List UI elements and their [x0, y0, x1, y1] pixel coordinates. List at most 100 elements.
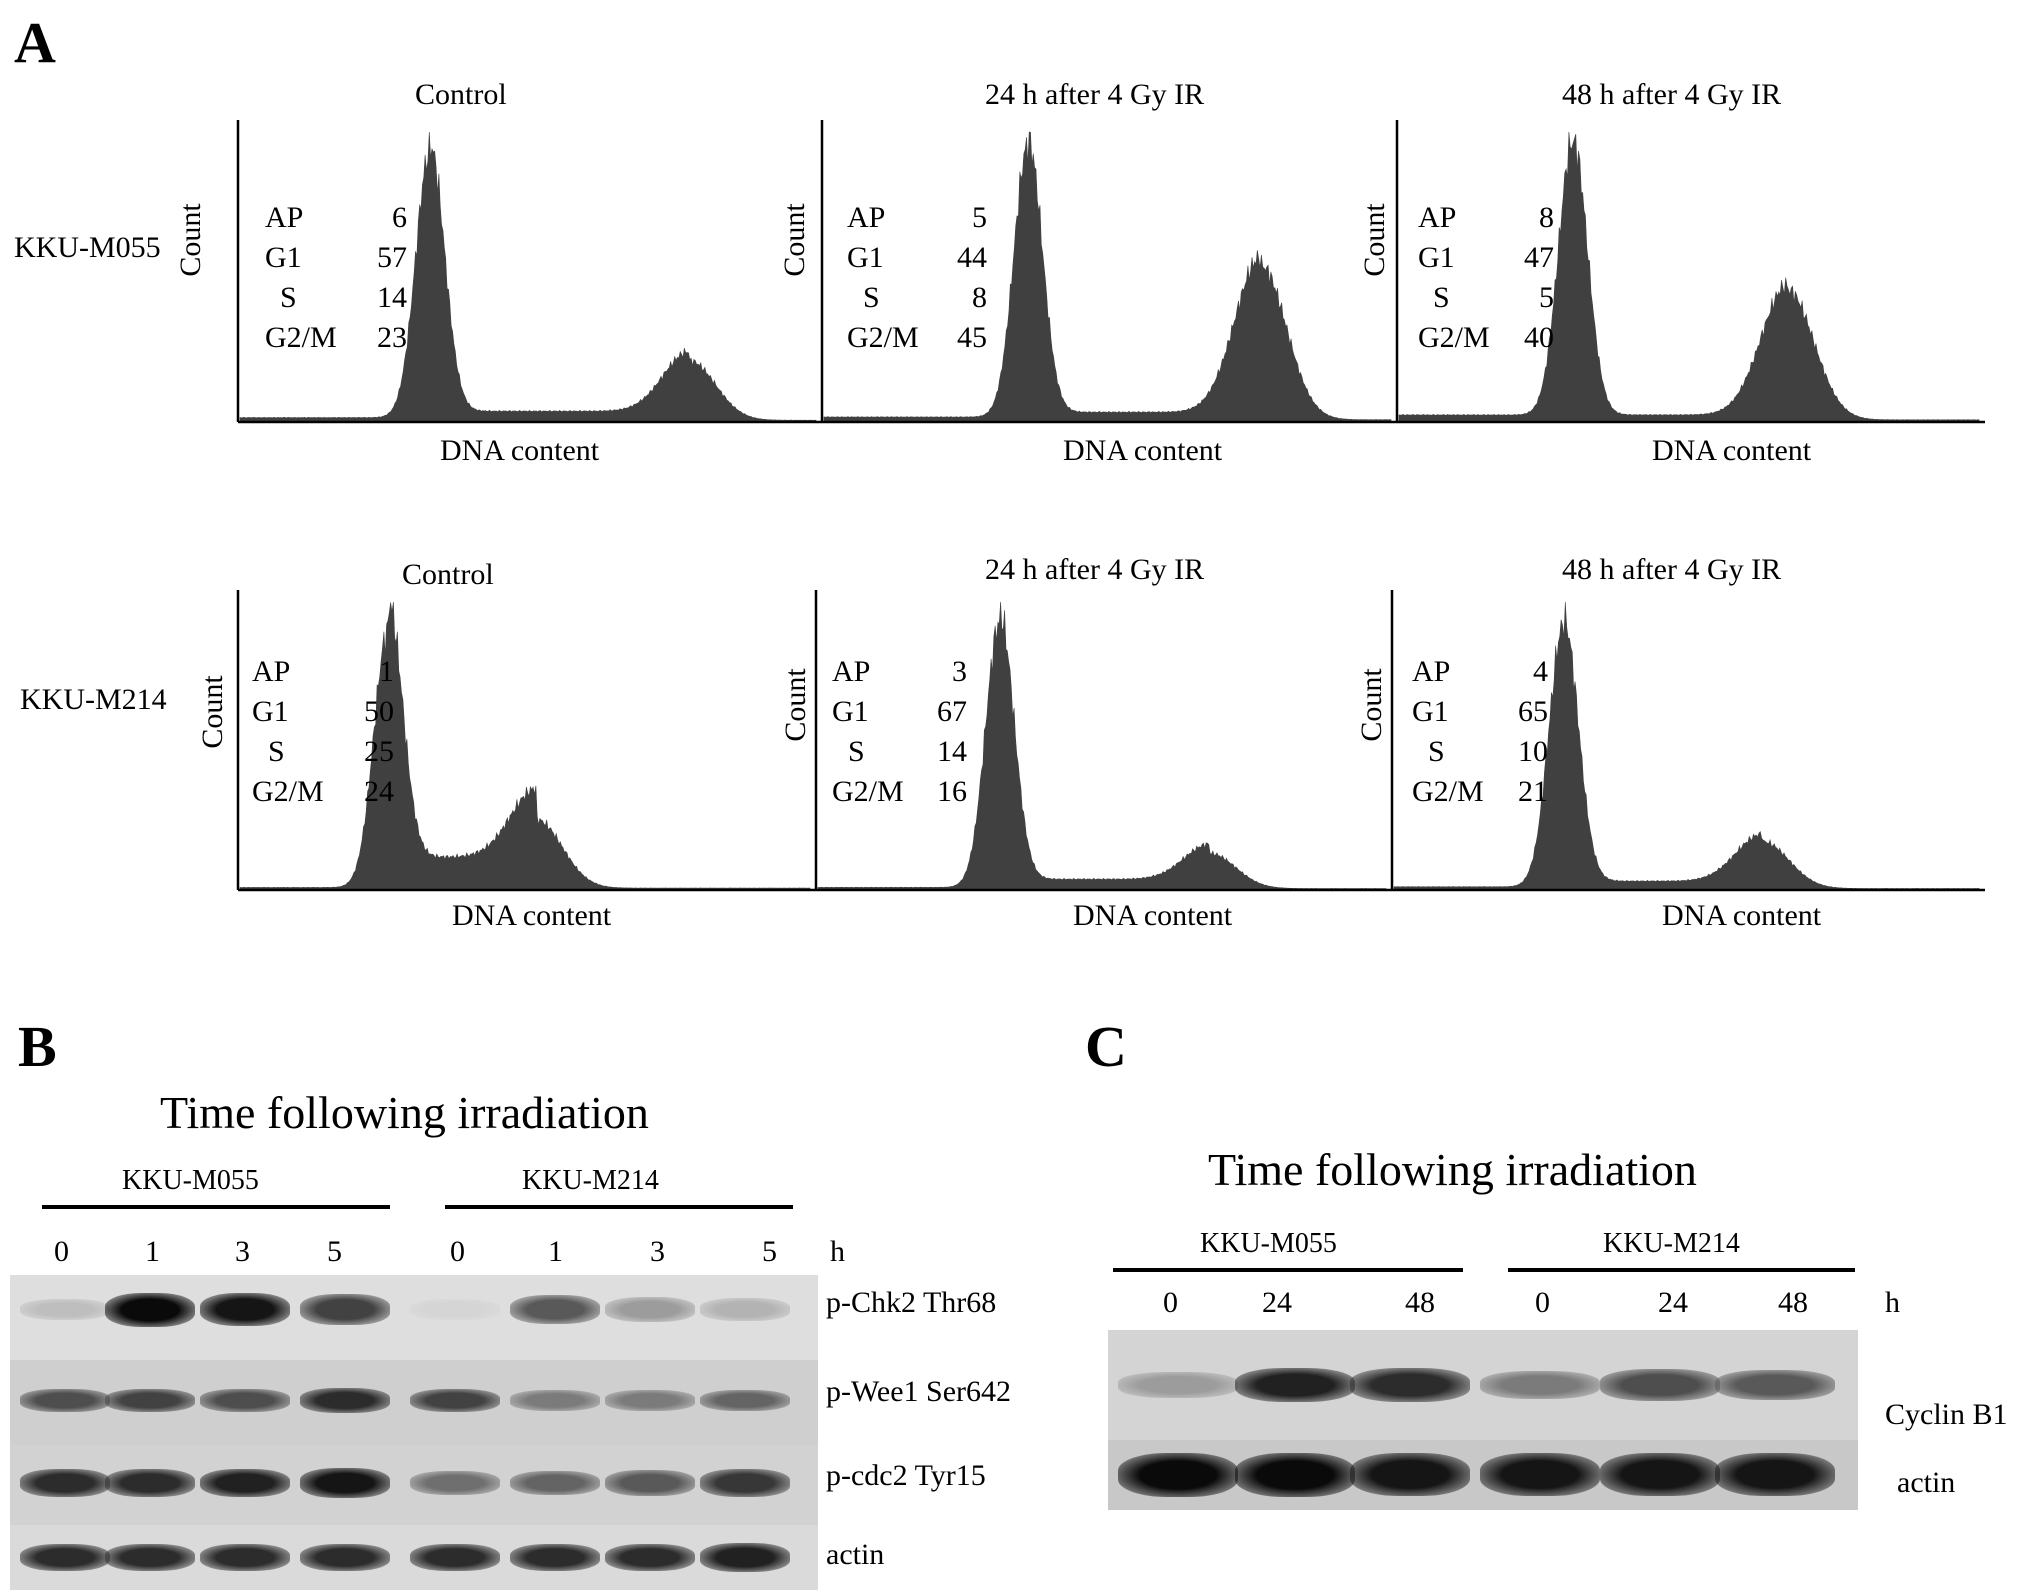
y-axis-label: Count	[1355, 668, 1388, 742]
phase-label-g1: G1	[1418, 241, 1455, 274]
blot-b-unit: h	[830, 1235, 845, 1268]
phase-value: 47	[1524, 241, 1554, 274]
blot-b-band	[605, 1297, 695, 1322]
phase-value: 67	[937, 695, 967, 728]
phase-label-s: S	[268, 735, 285, 768]
blot-b-band	[700, 1543, 790, 1572]
blot-c-timepoint: 0	[1163, 1286, 1178, 1319]
blot-c-band-label: Cyclin B1	[1885, 1398, 2008, 1431]
blot-b-band	[510, 1543, 600, 1572]
blot-b-band	[700, 1298, 790, 1321]
phase-label-g2m: G2/M	[252, 775, 324, 808]
blot-b-title: Time following irradiation	[160, 1087, 649, 1138]
blot-b-band	[105, 1543, 195, 1572]
row-label-kku-m055: KKU-M055	[14, 231, 161, 264]
blot-c-timepoint: 48	[1405, 1286, 1435, 1319]
y-axis-label: Count	[778, 203, 811, 277]
x-axis-label: DNA content	[1073, 899, 1233, 932]
phase-value: 57	[377, 241, 407, 274]
blot-c-band	[1235, 1453, 1355, 1497]
hist-title: 48 h after 4 Gy IR	[1562, 553, 1782, 586]
phase-value: 65	[1518, 695, 1548, 728]
phase-value: 44	[957, 241, 987, 274]
blot-b-timepoint: 1	[145, 1235, 160, 1268]
y-axis-label: Count	[1358, 203, 1391, 277]
blot-b-band	[510, 1390, 600, 1411]
y-axis-label: Count	[779, 668, 812, 742]
blot-b-timepoint: 0	[450, 1235, 465, 1268]
hist-title: 24 h after 4 Gy IR	[985, 553, 1205, 586]
phase-value: 3	[952, 655, 967, 688]
blot-b-band	[700, 1389, 790, 1412]
phase-label-g1: G1	[252, 695, 289, 728]
phase-value: 40	[1524, 321, 1554, 354]
blot-b-band	[200, 1543, 290, 1572]
blot-c-group-line	[1113, 1268, 1463, 1272]
histogram-area	[823, 131, 1392, 423]
panel-a-letter: A	[14, 10, 56, 75]
row-label-kku-m214: KKU-M214	[20, 683, 167, 716]
phase-value: 14	[937, 735, 967, 768]
phase-value: 8	[972, 281, 987, 314]
blot-c-band	[1235, 1367, 1355, 1403]
phase-label-s: S	[863, 281, 880, 314]
phase-label-g2m: G2/M	[832, 775, 904, 808]
blot-c-group-label: KKU-M214	[1603, 1228, 1740, 1259]
blot-b-group-label: KKU-M214	[522, 1165, 659, 1196]
blot-b-band	[20, 1298, 110, 1321]
phase-value: 14	[377, 281, 407, 314]
y-axis-label: Count	[174, 203, 207, 277]
hist-title: 24 h after 4 Gy IR	[985, 78, 1205, 111]
blot-b-band	[105, 1469, 195, 1497]
phase-value: 50	[364, 695, 394, 728]
blot-b-band	[20, 1469, 110, 1497]
blot-b-group-label: KKU-M055	[122, 1165, 259, 1196]
blot-b-band	[510, 1470, 600, 1496]
blot-b-band	[105, 1292, 195, 1327]
blot-b-band	[605, 1543, 695, 1572]
blot-c-timepoint: 0	[1535, 1286, 1550, 1319]
blot-b-band	[105, 1388, 195, 1413]
blot-b-band-label: p-cdc2 Tyr15	[826, 1459, 986, 1492]
phase-value: 16	[937, 775, 967, 808]
x-axis-label: DNA content	[1063, 434, 1223, 467]
phase-label-g1: G1	[832, 695, 869, 728]
blot-c-title: Time following irradiation	[1208, 1144, 1697, 1195]
phase-value: 6	[392, 201, 407, 234]
phase-value: 5	[1539, 281, 1554, 314]
blot-c-band	[1600, 1453, 1720, 1497]
blot-b-band-label: p-Chk2 Thr68	[826, 1286, 997, 1319]
histogram-area	[817, 601, 1387, 891]
phase-label-g2m: G2/M	[265, 321, 337, 354]
blot-c-timepoint: 48	[1778, 1286, 1808, 1319]
blot-c-band	[1350, 1368, 1470, 1402]
phase-label-g1: G1	[1412, 695, 1449, 728]
blot-b-band	[410, 1471, 500, 1495]
phase-label-ap: AP	[265, 201, 304, 234]
blot-b-band	[410, 1388, 500, 1413]
blot-c-band	[1480, 1371, 1600, 1399]
hist-title: 48 h after 4 Gy IR	[1562, 78, 1782, 111]
x-axis-label: DNA content	[1652, 434, 1812, 467]
phase-label-ap: AP	[1412, 655, 1451, 688]
x-axis-label: DNA content	[440, 434, 600, 467]
phase-label-s: S	[280, 281, 297, 314]
blot-b-band	[700, 1469, 790, 1497]
blot-b-band	[300, 1388, 390, 1413]
blot-b-band	[410, 1543, 500, 1572]
phase-label-g2m: G2/M	[1412, 775, 1484, 808]
blot-c-unit: h	[1885, 1286, 1900, 1319]
blot-b-band	[200, 1389, 290, 1412]
blot-c-band	[1480, 1453, 1600, 1497]
histogram-area	[239, 601, 811, 891]
phase-label-ap: AP	[252, 655, 291, 688]
blot-c-band	[1600, 1369, 1720, 1401]
phase-value: 45	[957, 321, 987, 354]
blot-c-timepoint: 24	[1658, 1286, 1688, 1319]
phase-value: 10	[1518, 735, 1548, 768]
blot-b-band	[510, 1295, 600, 1324]
blot-b-band	[605, 1470, 695, 1496]
blot-b-band	[200, 1292, 290, 1327]
histogram-area	[239, 131, 817, 423]
